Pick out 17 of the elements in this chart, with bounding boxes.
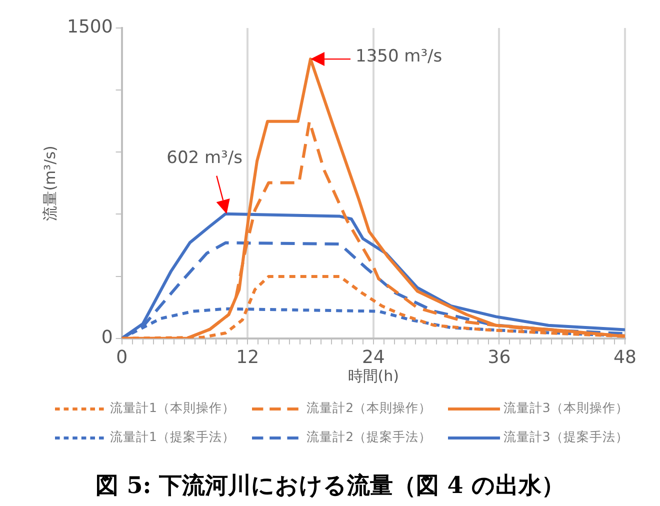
x-tick-label: 0 [116,346,128,368]
legend-label: 流量計1（提案手法） [110,429,235,446]
x-tick-label: 36 [488,346,511,368]
legend-label: 流量計2（本則操作） [306,400,432,417]
y-axis-title: 流量(m³/s) [40,146,59,221]
annotation: 602 m³/s [166,148,243,168]
legend-label: 流量計3（提案手法） [503,429,628,446]
y-tick-label: 1500 [66,16,113,38]
legend-label: 流量計3（本則操作） [503,400,628,417]
x-tick-label: 48 [614,346,636,368]
x-axis-title: 時間(h) [348,366,400,385]
x-tick-label: 24 [362,346,385,368]
legend-label: 流量計1（本則操作） [110,400,235,417]
x-tick-label: 12 [236,346,260,368]
annotation: 1350 m³/s [356,46,442,66]
text: 図 5: 下流河川における流量（図 4 の出水） [94,471,566,501]
legend-label: 流量計2（提案手法） [306,429,432,446]
